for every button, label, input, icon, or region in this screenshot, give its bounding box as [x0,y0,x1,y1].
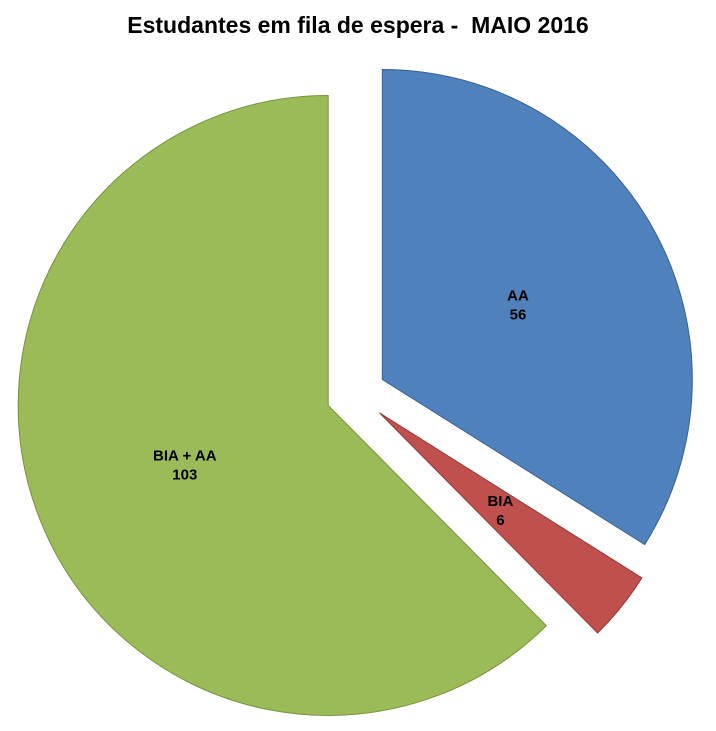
pie-slice-bia-aa [17,94,548,716]
chart-title: Estudantes em fila de espera - MAIO 2016 [127,12,589,38]
slice-label-aa: AA 56 [507,288,529,324]
slice-label-bia: BIA 6 [487,493,513,529]
pie-slice-bia [379,412,643,634]
pie-slice-aa [381,68,693,546]
slice-label-bia-aa: BIA + AA 103 [153,447,217,483]
